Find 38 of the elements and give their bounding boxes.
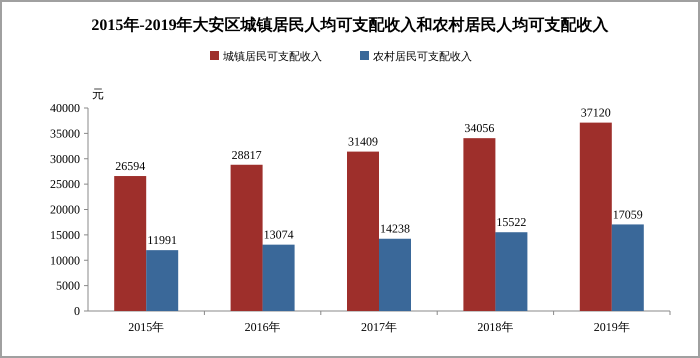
x-tick-label: 2017年 [361, 320, 397, 334]
bar [262, 244, 295, 311]
data-label: 15522 [496, 215, 526, 230]
y-tick-label: 20000 [50, 202, 80, 216]
legend-label: 农村居民可支配收入 [373, 50, 472, 63]
y-tick-label: 30000 [50, 152, 80, 166]
data-label: 28817 [232, 148, 262, 162]
x-tick-label: 2019年 [594, 320, 630, 334]
data-label: 14238 [380, 222, 410, 236]
bar [612, 224, 644, 311]
y-tick-label: 10000 [50, 253, 80, 268]
bar [347, 152, 379, 311]
bar [114, 176, 146, 311]
data-label: 34056 [464, 121, 494, 136]
bar [379, 238, 411, 311]
bar [495, 232, 528, 311]
data-label: 26594 [115, 159, 146, 174]
data-label: 13074 [264, 228, 294, 242]
chart-title: 2015年-2019年大安区城镇居民人均可支配收入和农村居民人均可支配收入 [91, 15, 610, 34]
y-tick-label: 35000 [50, 126, 80, 140]
bar [146, 250, 178, 311]
legend-label: 城镇居民可支配收入 [222, 50, 322, 63]
x-tick-label: 2015年 [128, 320, 164, 334]
bar [230, 164, 263, 311]
y-axis-title: 元 [92, 87, 104, 101]
y-tick-label: 25000 [50, 177, 80, 192]
y-tick-label: 15000 [50, 228, 80, 242]
y-tick-label: 5000 [56, 278, 80, 293]
bar [463, 138, 496, 311]
bar [580, 122, 612, 311]
y-tick-label: 40000 [50, 101, 80, 115]
data-label: 11991 [147, 233, 177, 248]
x-tick-label: 2018年 [477, 320, 514, 334]
x-tick-label: 2016年 [244, 320, 281, 334]
data-label: 37120 [580, 106, 611, 120]
data-label: 31409 [348, 134, 378, 149]
data-label: 17059 [612, 207, 643, 222]
y-tick-label: 0 [74, 304, 80, 318]
